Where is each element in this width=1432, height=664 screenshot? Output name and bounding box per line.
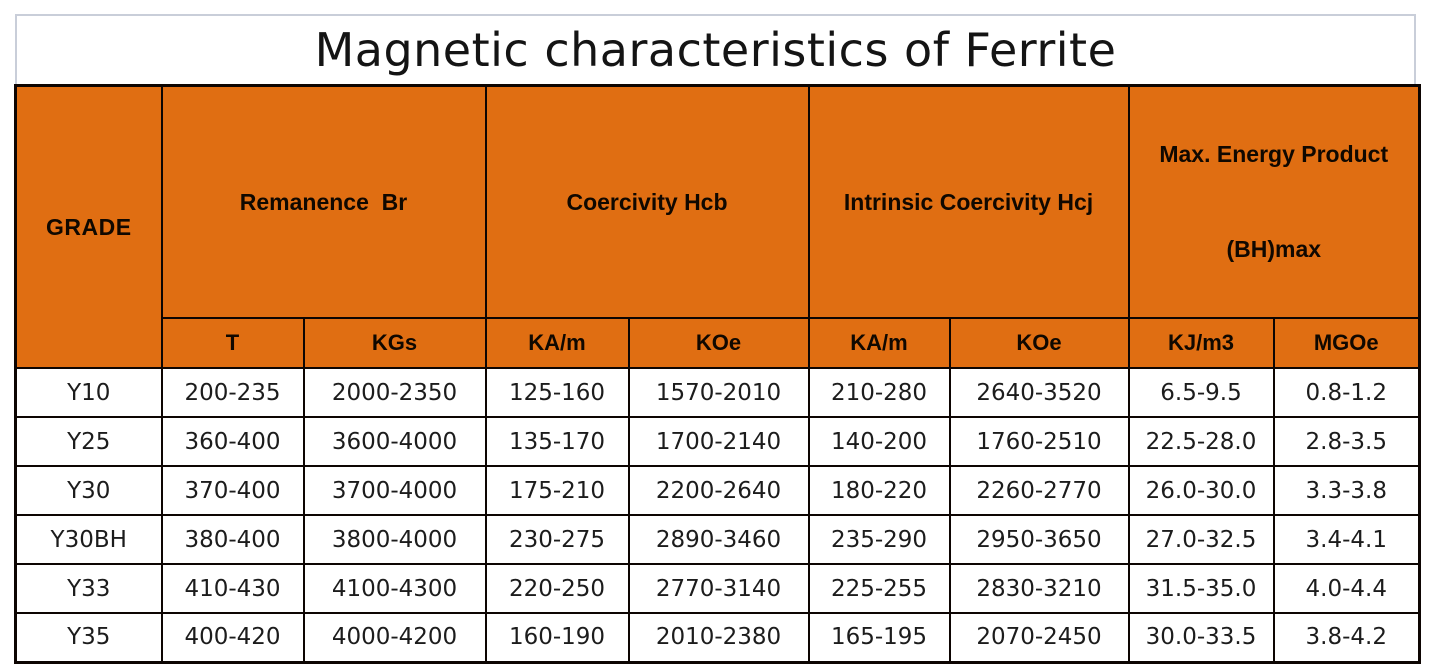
table-cell: 1760-2510	[948, 416, 1130, 467]
table-cell: 2260-2770	[948, 465, 1130, 516]
table-cell: 4.0-4.4	[1272, 563, 1421, 614]
table-cell: 235-290	[807, 514, 951, 565]
grade-cell: Y35	[14, 612, 163, 663]
unit-header-hcb-koe: KOe	[627, 317, 810, 369]
unit-header-bhmax-mgoe: MGOe	[1272, 317, 1421, 369]
group-header-max-energy-product: Max. Energy Product (BH)max	[1127, 84, 1421, 319]
table-cell: 1570-2010	[627, 367, 810, 418]
table-cell: 2830-3210	[948, 563, 1130, 614]
table-cell: 140-200	[807, 416, 951, 467]
unit-header-remanence-t: T	[160, 317, 305, 369]
grade-cell: Y25	[14, 416, 163, 467]
table-cell: 0.8-1.2	[1272, 367, 1421, 418]
table-cell: 225-255	[807, 563, 951, 614]
unit-header-bhmax-kjm3: KJ/m3	[1127, 317, 1275, 369]
ferrite-characteristics-table: GRADE Remanence Br Coercivity Hcb Intrin…	[14, 84, 1421, 664]
table-cell: 160-190	[484, 612, 630, 663]
group-header-coercivity-hcb: Coercivity Hcb	[484, 84, 810, 319]
table-cell: 360-400	[160, 416, 305, 467]
table-cell: 27.0-32.5	[1127, 514, 1275, 565]
unit-header-hcj-kam: KA/m	[807, 317, 951, 369]
table-cell: 165-195	[807, 612, 951, 663]
table-cell: 2.8-3.5	[1272, 416, 1421, 467]
table-cell: 2070-2450	[948, 612, 1130, 663]
table-cell: 3.8-4.2	[1272, 612, 1421, 663]
table-cell: 4100-4300	[302, 563, 487, 614]
table-cell: 2770-3140	[627, 563, 810, 614]
table-cell: 135-170	[484, 416, 630, 467]
table-cell: 22.5-28.0	[1127, 416, 1275, 467]
grade-cell: Y10	[14, 367, 163, 418]
table-cell: 30.0-33.5	[1127, 612, 1275, 663]
table-cell: 2010-2380	[627, 612, 810, 663]
unit-header-hcb-kam: KA/m	[484, 317, 630, 369]
table-cell: 180-220	[807, 465, 951, 516]
table-row-y33: Y33 410-430 4100-4300 220-250 2770-3140 …	[14, 563, 1421, 614]
group-header-max-energy-product-line1: Max. Energy Product	[1159, 141, 1389, 167]
table-cell: 31.5-35.0	[1127, 563, 1275, 614]
page: Magnetic characteristics of Ferrite GRAD…	[14, 14, 1421, 664]
group-header-max-energy-product-line2: (BH)max	[1226, 236, 1322, 262]
table-cell: 2950-3650	[948, 514, 1130, 565]
ferrite-spec-sheet: Magnetic characteristics of Ferrite GRAD…	[14, 14, 1421, 664]
table-row-y10: Y10 200-235 2000-2350 125-160 1570-2010 …	[14, 367, 1421, 418]
grade-cell: Y30	[14, 465, 163, 516]
table-cell: 3800-4000	[302, 514, 487, 565]
table-cell: 400-420	[160, 612, 305, 663]
table-cell: 3700-4000	[302, 465, 487, 516]
group-header-intrinsic-coercivity-hcj: Intrinsic Coercivity Hcj	[807, 84, 1130, 319]
table-cell: 175-210	[484, 465, 630, 516]
table-row-y35: Y35 400-420 4000-4200 160-190 2010-2380 …	[14, 612, 1421, 663]
table-row-y25: Y25 360-400 3600-4000 135-170 1700-2140 …	[14, 416, 1421, 467]
table-cell: 410-430	[160, 563, 305, 614]
unit-header-remanence-kgs: KGs	[302, 317, 487, 369]
table-cell: 2890-3460	[627, 514, 810, 565]
table-cell: 26.0-30.0	[1127, 465, 1275, 516]
table-row-y30bh: Y30BH 380-400 3800-4000 230-275 2890-346…	[14, 514, 1421, 565]
table-cell: 1700-2140	[627, 416, 810, 467]
table-cell: 2000-2350	[302, 367, 487, 418]
table-cell: 6.5-9.5	[1127, 367, 1275, 418]
group-header-row: GRADE Remanence Br Coercivity Hcb Intrin…	[14, 84, 1421, 369]
unit-header-hcj-koe: KOe	[948, 317, 1130, 369]
table-cell: 4000-4200	[302, 612, 487, 663]
table-cell: 3.3-3.8	[1272, 465, 1421, 516]
table-cell: 2200-2640	[627, 465, 810, 516]
table-cell: 230-275	[484, 514, 630, 565]
unit-header-row: T KGs KA/m KOe KA/m KOe KJ/m3 MGOe	[16, 317, 1421, 369]
table-cell: 370-400	[160, 465, 305, 516]
table-cell: 3.4-4.1	[1272, 514, 1421, 565]
table-cell: 210-280	[807, 367, 951, 418]
table-cell: 200-235	[160, 367, 305, 418]
page-title: Magnetic characteristics of Ferrite	[314, 23, 1117, 77]
table-cell: 3600-4000	[302, 416, 487, 467]
table-cell: 220-250	[484, 563, 630, 614]
title-box: Magnetic characteristics of Ferrite	[15, 14, 1416, 84]
table-cell: 380-400	[160, 514, 305, 565]
table-cell: 125-160	[484, 367, 630, 418]
table-cell: 2640-3520	[948, 367, 1130, 418]
grade-cell: Y33	[14, 563, 163, 614]
grade-cell: Y30BH	[14, 514, 163, 565]
group-header-remanence: Remanence Br	[160, 84, 487, 319]
column-header-grade: GRADE	[14, 84, 163, 369]
table-row-y30: Y30 370-400 3700-4000 175-210 2200-2640 …	[14, 465, 1421, 516]
